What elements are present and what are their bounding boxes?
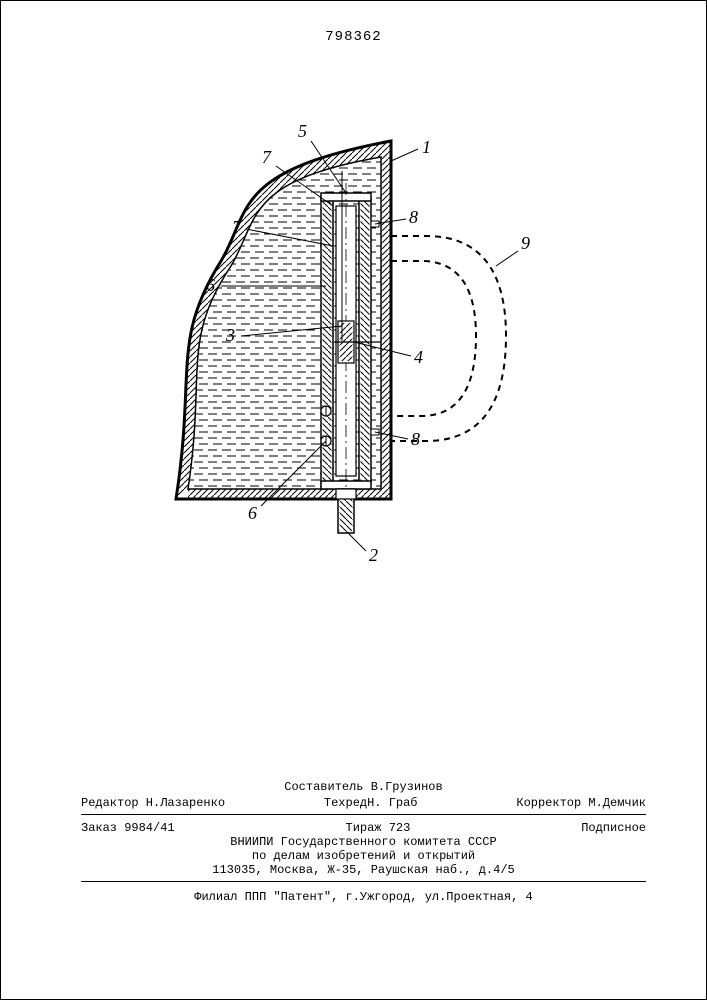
tirazh-line: Тираж 723 [346,821,411,835]
editor-line: Редактор Н.Лазаренко [81,796,225,810]
org-line-1: ВНИИПИ Государственного комитета СССР [81,835,646,849]
label-7a: 7 [262,147,272,167]
label-8b: 8 [411,429,420,449]
page: 7 9 8 3 6 2 [0,0,707,1000]
corrector-line: Корректор М.Демчик [516,796,646,810]
label-4: 4 [414,347,423,367]
label-7b: 7 [232,217,242,237]
label-5: 5 [298,121,307,141]
label-9: 9 [521,233,530,253]
rule-2 [81,881,646,882]
label-3: 3 [225,325,235,345]
label-6a: 6 [206,275,215,295]
compiler-line: Составитель В.Грузинов [81,780,646,794]
org-line-2: по делам изобретений и открытий [81,849,646,863]
patent-number: 798362 [1,29,706,45]
label-6b: 6 [248,503,257,523]
label-1: 1 [422,137,431,157]
rule-1 [81,814,646,815]
diagram-svg: 1 5 7 7 6 6 3 4 8 [166,111,546,591]
label-2: 2 [369,545,378,565]
techred-line: ТехредН. Граб [324,796,418,810]
colophon-block: Составитель В.Грузинов Редактор Н.Лазаре… [81,780,646,904]
order-line: Заказ 9984/41 [81,821,175,835]
branch-line: Филиал ППП "Патент", г.Ужгород, ул.Проек… [81,890,646,904]
label-8a: 8 [409,207,418,227]
figure-drawing: 1 5 7 7 6 6 3 4 8 [166,111,546,591]
address-line: 113035, Москва, Ж-35, Раушская наб., д.4… [81,863,646,877]
podpisnoe-line: Подписное [581,821,646,835]
